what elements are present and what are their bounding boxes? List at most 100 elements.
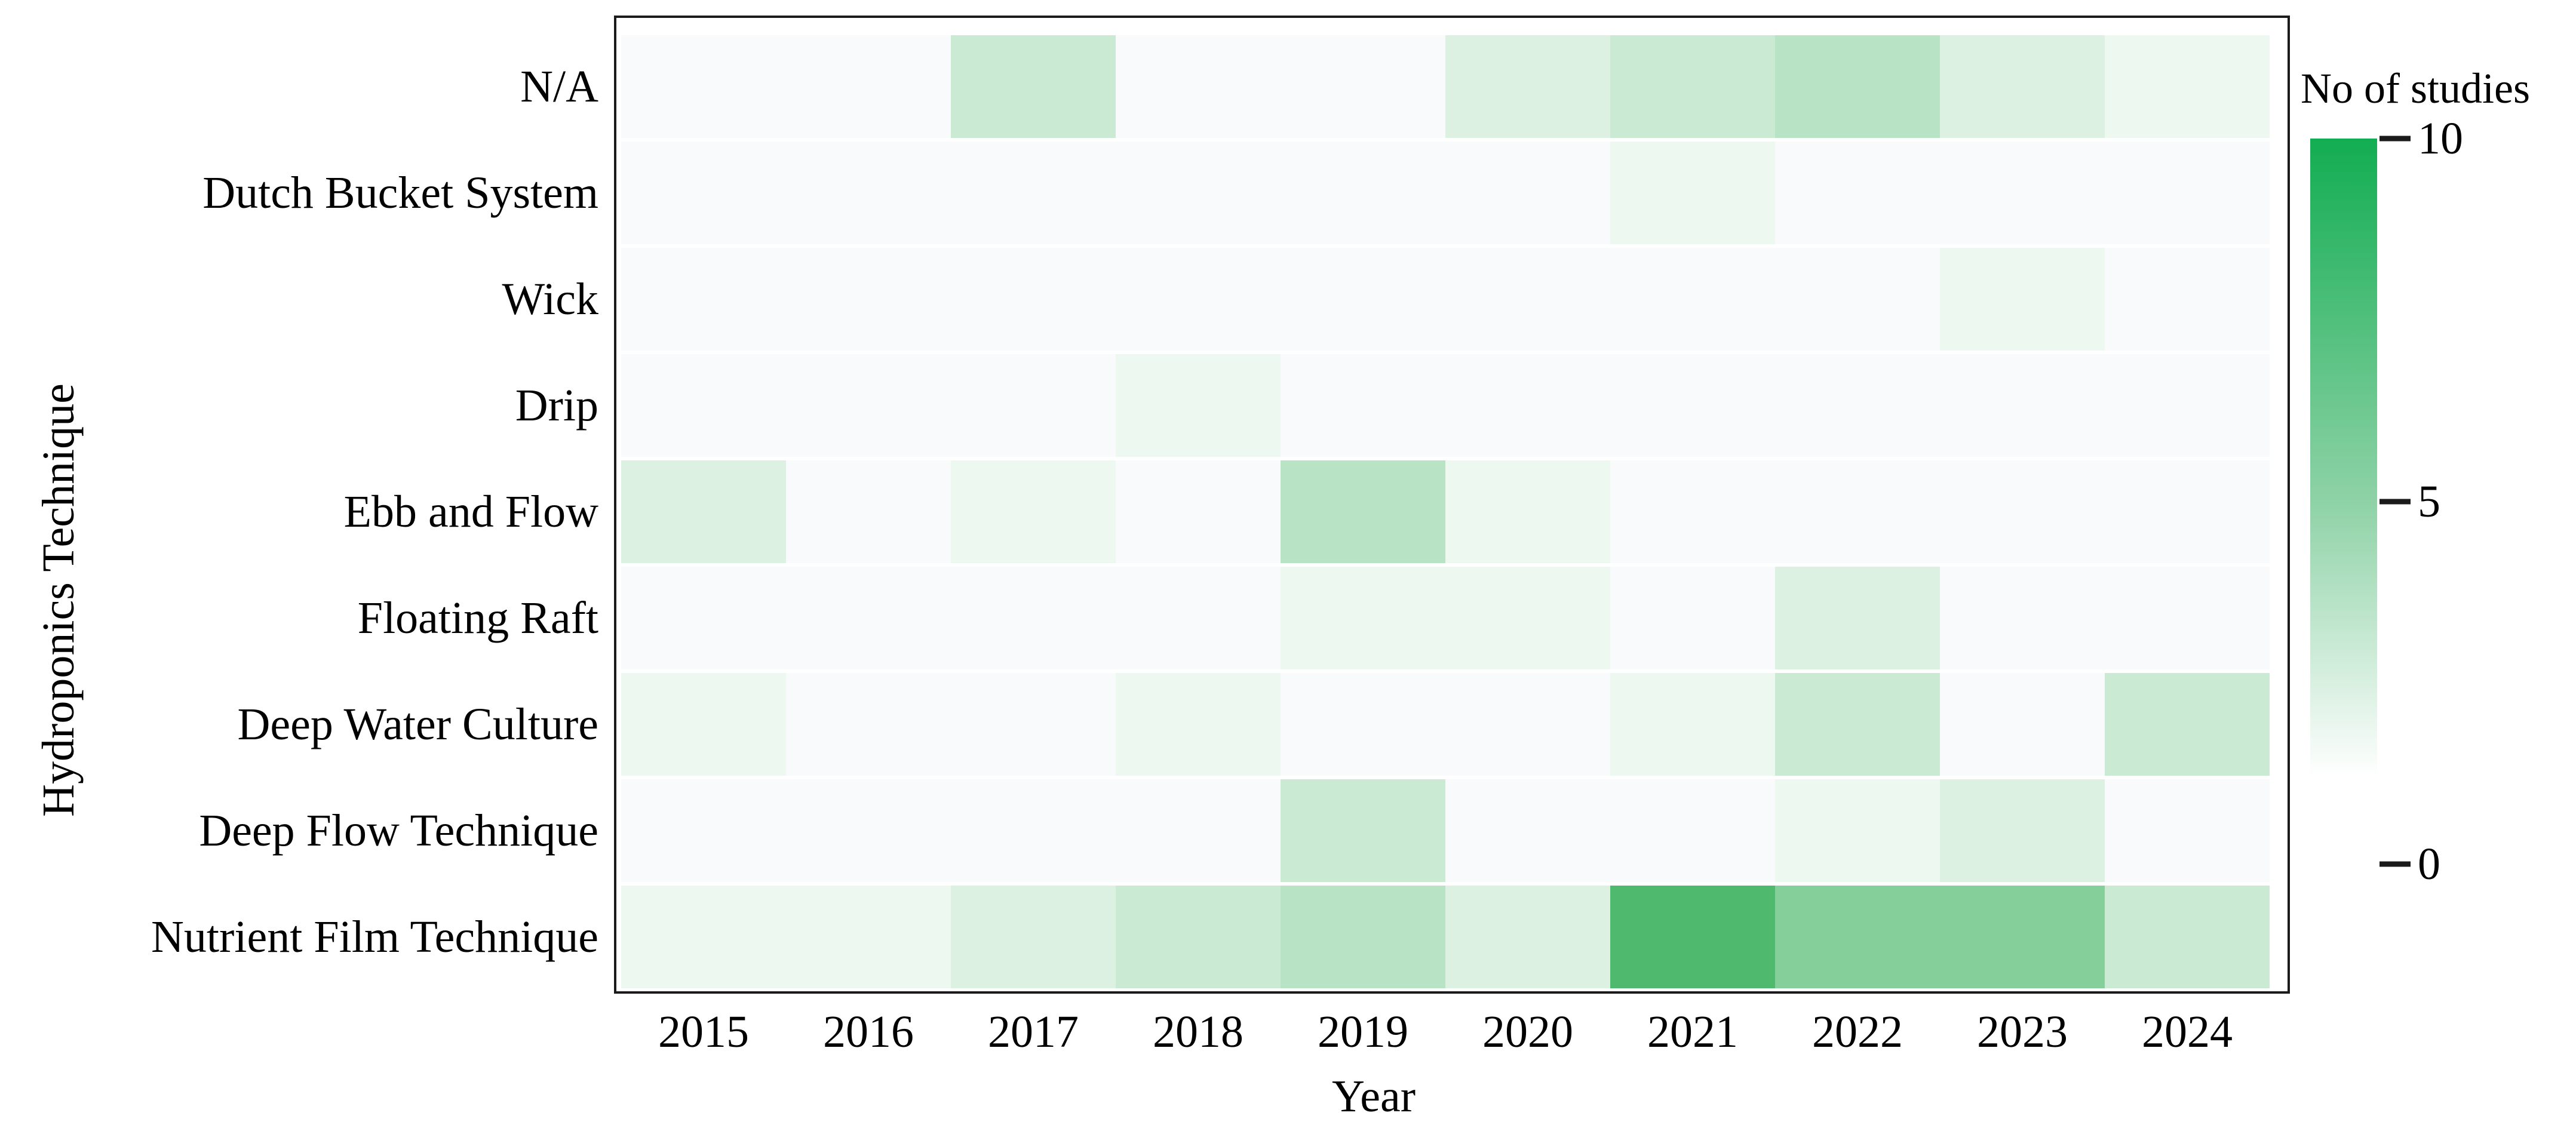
x-tick-label: 2024 (2142, 1007, 2233, 1057)
heatmap-cell (1775, 567, 1940, 669)
colorbar-tick-label: 0 (2418, 839, 2440, 889)
heatmap-cell (1940, 142, 2105, 244)
heatmap-cell (786, 779, 951, 882)
colorbar-tick-label: 10 (2418, 113, 2463, 164)
heatmap-cell (621, 673, 786, 776)
heatmap-cell (786, 35, 951, 138)
heatmap-cell (1116, 354, 1281, 457)
heatmap-cell (621, 886, 786, 988)
heatmap-cell (1116, 142, 1281, 244)
y-tick-label: Floating Raft (357, 593, 598, 643)
heatmap-cell (621, 354, 786, 457)
heatmap-cell (951, 673, 1116, 776)
colorbar-tick-label: 5 (2418, 476, 2440, 527)
heatmap-cell (1281, 142, 1445, 244)
heatmap-cell (1775, 779, 1940, 882)
heatmap-cell (1445, 35, 1610, 138)
heatmap-cell (1940, 354, 2105, 457)
heatmap-cell (951, 886, 1116, 988)
heatmap-cell (1610, 886, 1775, 988)
colorbar-tick-mark (2380, 499, 2411, 504)
heatmap-plot (614, 16, 2290, 994)
heatmap-cell (1610, 35, 1775, 138)
heatmap-cell (1116, 673, 1281, 776)
x-tick-label: 2015 (658, 1007, 749, 1057)
heatmap-cell (1610, 142, 1775, 244)
colorbar-tick-mark (2380, 861, 2411, 867)
heatmap-cell (1116, 460, 1281, 563)
y-tick-label: Deep Water Culture (237, 699, 598, 749)
heatmap-cell (1940, 460, 2105, 563)
y-tick-label: Dutch Bucket System (202, 168, 598, 218)
heatmap-cell (2105, 567, 2270, 669)
heatmap-cell (1940, 673, 2105, 776)
colorbar-gradient (2310, 139, 2377, 864)
heatmap-cell (786, 354, 951, 457)
heatmap-cell (1445, 673, 1610, 776)
heatmap-cell (1610, 673, 1775, 776)
heatmap-cell (1610, 779, 1775, 882)
heatmap-cell (1940, 886, 2105, 988)
heatmap-cell (2105, 779, 2270, 882)
heatmap-cell (1116, 779, 1281, 882)
heatmap-cell (1281, 673, 1445, 776)
x-tick-label: 2019 (1318, 1007, 1408, 1057)
heatmap-cell (1775, 248, 1940, 351)
heatmap-cell (1445, 142, 1610, 244)
heatmap-cell (786, 248, 951, 351)
heatmap-grid (621, 35, 2270, 988)
heatmap-cell (1610, 248, 1775, 351)
heatmap-cell (621, 248, 786, 351)
heatmap-cell (951, 460, 1116, 563)
heatmap-cell (786, 142, 951, 244)
heatmap-cell (2105, 142, 2270, 244)
heatmap-cell (1281, 248, 1445, 351)
colorbar-tick-mark (2380, 136, 2411, 142)
heatmap-cell (621, 779, 786, 882)
x-tick-label: 2017 (988, 1007, 1079, 1057)
heatmap-cell (786, 886, 951, 988)
heatmap-cell (2105, 248, 2270, 351)
y-tick-label: N/A (520, 62, 598, 112)
heatmap-cell (1940, 248, 2105, 351)
heatmap-cell (1116, 248, 1281, 351)
heatmap-cell (1281, 567, 1445, 669)
heatmap-cell (1116, 35, 1281, 138)
heatmap-cell (1610, 567, 1775, 669)
heatmap-cell (1116, 567, 1281, 669)
y-tick-label: Drip (515, 380, 598, 431)
heatmap-cell (1445, 567, 1610, 669)
heatmap-cell (1445, 779, 1610, 882)
heatmap-cell (1281, 354, 1445, 457)
x-tick-label: 2016 (823, 1007, 914, 1057)
heatmap-cell (1445, 354, 1610, 457)
heatmap-cell (1775, 886, 1940, 988)
x-tick-label: 2020 (1482, 1007, 1573, 1057)
heatmap-cell (621, 567, 786, 669)
heatmap-cell (2105, 673, 2270, 776)
heatmap-cell (2105, 35, 2270, 138)
heatmap-cell (951, 35, 1116, 138)
heatmap-cell (621, 35, 786, 138)
heatmap-cell (1775, 142, 1940, 244)
heatmap-cell (786, 460, 951, 563)
heatmap-cell (1610, 354, 1775, 457)
heatmap-cell (1940, 779, 2105, 882)
heatmap-cell (2105, 886, 2270, 988)
heatmap-cell (1775, 460, 1940, 563)
heatmap-cell (1445, 460, 1610, 563)
heatmap-cell (2105, 354, 2270, 457)
heatmap-cell (1775, 673, 1940, 776)
x-tick-label: 2022 (1812, 1007, 1903, 1057)
heatmap-cell (1281, 35, 1445, 138)
heatmap-cell (1940, 35, 2105, 138)
x-axis-title: Year (1331, 1071, 1416, 1121)
y-tick-label: Nutrient Film Technique (151, 912, 598, 962)
y-tick-label: Ebb and Flow (343, 487, 598, 537)
heatmap-cell (621, 460, 786, 563)
heatmap-cell (1281, 886, 1445, 988)
y-tick-label: Deep Flow Technique (199, 806, 598, 856)
heatmap-cell (1281, 779, 1445, 882)
heatmap-cell (2105, 460, 2270, 563)
